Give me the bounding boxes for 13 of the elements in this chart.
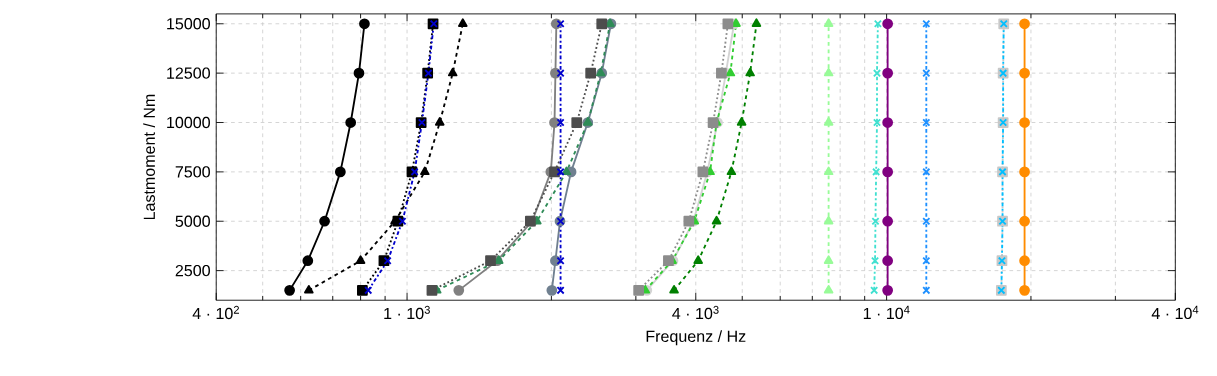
x-tick-label: 1 · 10$^{4}$ (863, 305, 910, 319)
y-axis-title: Lastmoment / Nm (143, 94, 155, 220)
y-tick-label: 2500 (175, 264, 210, 277)
y-tick-label: 15000 (167, 17, 210, 30)
y-tick-label: 7500 (175, 166, 210, 178)
x-tick-label: 4 · 10$^{3}$ (672, 305, 719, 320)
x-axis-title: Frequenz / Hz (646, 330, 746, 346)
y-tick-label: 5000 (175, 215, 210, 227)
x-tick-label: 4 · 10$^{4}$ (1151, 305, 1199, 319)
x-tick-label: 4 · 10$^{2}$ (192, 305, 239, 320)
y-tick-label: 12500 (167, 67, 210, 79)
y-tick-label: 10000 (167, 116, 210, 129)
x-tick-label: 1 · 10$^{3}$ (384, 305, 430, 320)
